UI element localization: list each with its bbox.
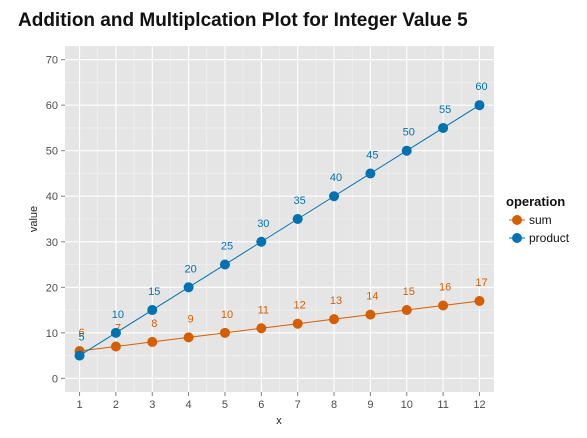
- data-label-sum: 13: [330, 295, 342, 307]
- series-layer: 6789101112131415161751015202530354045505…: [74, 81, 488, 361]
- data-point-product: [110, 327, 121, 338]
- data-label-sum: 17: [475, 277, 487, 289]
- x-tick-label: 10: [401, 399, 413, 411]
- legend-label-sum: sum: [529, 213, 552, 227]
- y-tick-label: 20: [46, 282, 58, 294]
- data-label-product: 15: [148, 286, 160, 298]
- x-tick-label: 2: [113, 399, 119, 411]
- data-label-sum: 12: [294, 300, 306, 312]
- data-point-product: [256, 236, 267, 247]
- chart-title: Addition and Multiplcation Plot for Inte…: [18, 10, 468, 31]
- x-tick-label: 4: [186, 399, 192, 411]
- y-axis-title: value: [28, 206, 40, 232]
- data-point-sum: [110, 341, 121, 352]
- x-axis-title: x: [276, 415, 282, 427]
- data-point-product: [438, 122, 449, 133]
- x-tick-label: 3: [149, 399, 155, 411]
- legend-label-product: product: [529, 231, 570, 245]
- data-label-sum: 6: [78, 327, 84, 339]
- data-point-product: [329, 191, 340, 202]
- x-tick-label: 8: [331, 399, 337, 411]
- x-tick-label: 7: [295, 399, 301, 411]
- data-label-sum: 14: [366, 291, 378, 303]
- data-label-product: 25: [221, 241, 233, 253]
- data-point-sum: [474, 295, 485, 306]
- legend-title: operation: [506, 194, 565, 209]
- data-point-sum: [147, 336, 158, 347]
- data-point-product: [365, 168, 376, 179]
- major-gridlines: [65, 46, 494, 392]
- data-label-sum: 8: [151, 318, 157, 330]
- data-label-sum: 9: [188, 313, 194, 325]
- data-point-sum: [183, 332, 194, 343]
- data-point-product: [292, 214, 303, 224]
- legend-key-point-product: [512, 233, 522, 243]
- data-point-product: [474, 100, 485, 111]
- y-tick-label: 0: [52, 373, 58, 385]
- data-point-product: [401, 145, 412, 156]
- data-point-product: [183, 282, 194, 293]
- x-tick-label: 1: [76, 399, 82, 411]
- data-label-product: 45: [366, 149, 378, 161]
- x-axis-ticks: 1 2 3 4 5 6 7 8 9 10 11 12: [76, 392, 486, 411]
- y-tick-label: 40: [46, 191, 58, 203]
- y-tick-label: 70: [46, 55, 58, 67]
- x-tick-label: 12: [473, 399, 485, 411]
- data-label-product: 35: [294, 195, 306, 207]
- x-tick-label: 9: [367, 399, 373, 411]
- data-label-sum: 15: [403, 286, 415, 298]
- x-tick-label: 11: [437, 399, 448, 411]
- series-line-product: [79, 104, 480, 357]
- data-label-product: 5: [78, 332, 84, 344]
- data-point-sum: [219, 327, 230, 338]
- data-point-sum: [329, 314, 340, 325]
- data-point-product: [74, 350, 85, 361]
- y-tick-label: 60: [46, 100, 58, 112]
- data-point-sum: [292, 318, 303, 329]
- data-label-product: 20: [184, 263, 196, 275]
- data-label-product: 60: [475, 81, 487, 93]
- data-label-product: 55: [439, 104, 451, 116]
- data-label-product: 50: [403, 127, 415, 139]
- data-point-sum: [438, 300, 449, 311]
- data-point-product: [219, 259, 230, 270]
- y-tick-label: 50: [46, 146, 58, 158]
- data-point-product: [147, 305, 158, 316]
- x-tick-label: 6: [258, 399, 264, 411]
- series-line-sum: [79, 300, 480, 352]
- y-tick-label: 10: [46, 328, 58, 340]
- data-point-sum: [256, 323, 267, 334]
- data-point-sum: [401, 305, 412, 316]
- legend-key-point-sum: [512, 215, 522, 225]
- data-label-sum: 10: [221, 309, 233, 321]
- data-label-product: 10: [112, 309, 124, 321]
- minor-gridlines: [65, 46, 494, 392]
- legend: operation sum product: [506, 194, 570, 245]
- data-label-sum: 16: [439, 282, 451, 294]
- x-tick-label: 5: [222, 399, 228, 411]
- y-axis-ticks: 0 10 20 30 40 50 60 70: [46, 55, 65, 385]
- data-label-sum: 11: [258, 304, 269, 316]
- y-tick-label: 30: [46, 237, 58, 249]
- data-point-sum: [365, 309, 376, 320]
- data-label-product: 30: [257, 218, 269, 230]
- data-label-product: 40: [330, 172, 342, 184]
